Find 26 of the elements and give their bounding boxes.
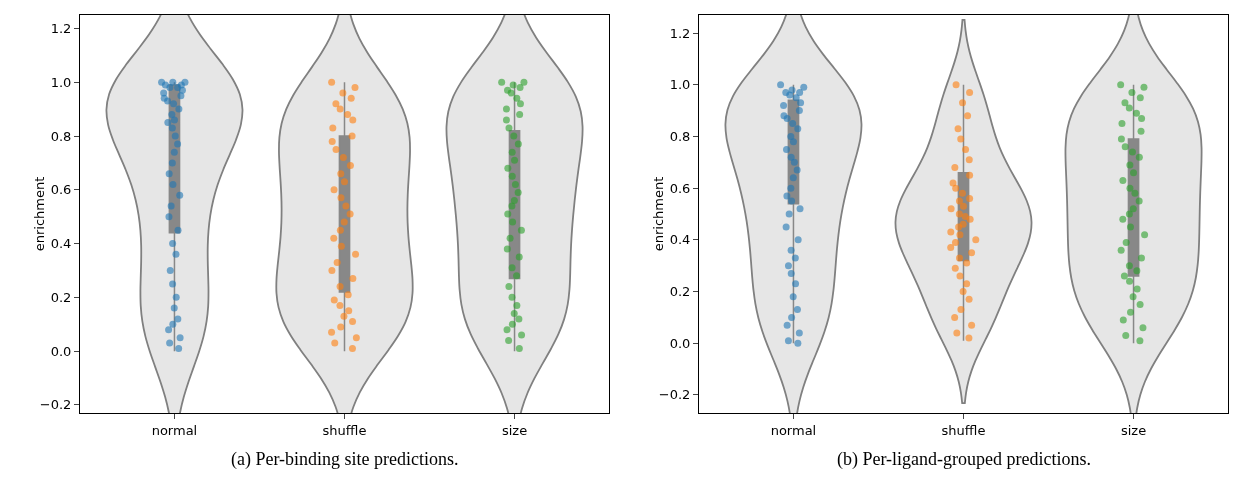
x-tick-label: normal <box>151 422 198 438</box>
y-tick-label: 0.4 <box>50 236 72 252</box>
y-tick-label: 0.0 <box>669 335 691 351</box>
text: (a) Per-binding site predictions. <box>231 449 459 470</box>
y-tick-label: 1.0 <box>50 74 72 90</box>
x-tick-label: size <box>1120 422 1147 438</box>
y-axis-title: enrichment <box>32 176 47 252</box>
y-tick-label: 0.4 <box>669 232 691 248</box>
y-tick-label: 0.8 <box>50 128 72 144</box>
y-tick-label: 0.2 <box>669 284 691 300</box>
y-tick-label: 0.8 <box>669 129 691 145</box>
y-tick-label: −0.2 <box>39 397 72 413</box>
text: (b) Per-ligand-grouped predictions. <box>837 449 1092 470</box>
y-tick-label: 0.6 <box>669 180 691 196</box>
y-tick-label: 0.2 <box>50 289 72 305</box>
y-tick-label: 0.0 <box>50 343 72 359</box>
x-tick-label: size <box>501 422 528 438</box>
y-tick-label: 1.2 <box>669 25 691 41</box>
y-tick-label: −0.2 <box>658 387 691 403</box>
x-tick-label: shuffle <box>322 422 367 438</box>
x-tick-label: normal <box>770 422 817 438</box>
y-tick-label: 1.0 <box>669 77 691 93</box>
y-tick-label: 0.6 <box>50 182 72 198</box>
x-tick-label: shuffle <box>941 422 986 438</box>
y-tick-label: 1.2 <box>50 21 72 36</box>
y-axis-title: enrichment <box>651 176 666 252</box>
